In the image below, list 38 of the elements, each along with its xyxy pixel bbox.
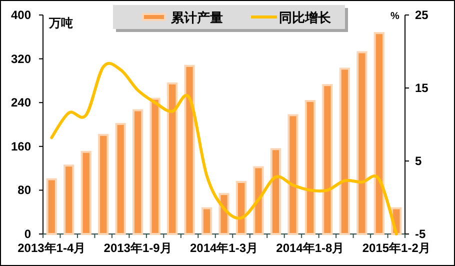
y-tick-label: 160 (10, 139, 32, 154)
legend-label: 同比增长 (279, 10, 332, 25)
bar (150, 98, 160, 235)
bar (201, 207, 212, 235)
y-axis-title: 万吨 (48, 16, 73, 30)
y2-tick-label: 15 (415, 81, 429, 95)
bar (115, 122, 126, 235)
y2-tick-label: 25 (415, 8, 429, 22)
y2-axis-title: % (390, 11, 400, 22)
y-tick-label: 320 (10, 52, 32, 66)
bar (184, 64, 195, 235)
bar (98, 134, 109, 235)
bar (46, 178, 57, 235)
bar (339, 68, 350, 235)
y-tick-label: 0 (24, 227, 32, 241)
bar (270, 148, 282, 235)
y-tick-label: 400 (10, 8, 32, 22)
bar (374, 32, 384, 235)
bar (288, 114, 298, 235)
x-tick-label: 2014年1-3月 (190, 241, 258, 255)
legend-label: 累计产量 (170, 10, 223, 25)
bar (132, 109, 144, 235)
y2-tick-label: 5 (415, 154, 422, 168)
bar (322, 84, 333, 235)
x-tick-label: 2013年1-4月 (18, 241, 86, 255)
bar (64, 164, 74, 235)
bar (236, 180, 247, 235)
y-tick-label: 240 (10, 96, 32, 110)
bar (356, 51, 368, 235)
x-tick-label: 2015年1-2月 (362, 241, 430, 255)
bar (304, 100, 316, 235)
x-tick-label: 2013年1-9月 (104, 241, 172, 255)
x-tick-label: 2014年1-8月 (276, 241, 344, 255)
bar (166, 82, 178, 235)
bar (80, 150, 92, 235)
bar (253, 166, 264, 235)
y2-tick-label: -5 (415, 227, 426, 241)
y-tick-label: 80 (18, 183, 32, 198)
